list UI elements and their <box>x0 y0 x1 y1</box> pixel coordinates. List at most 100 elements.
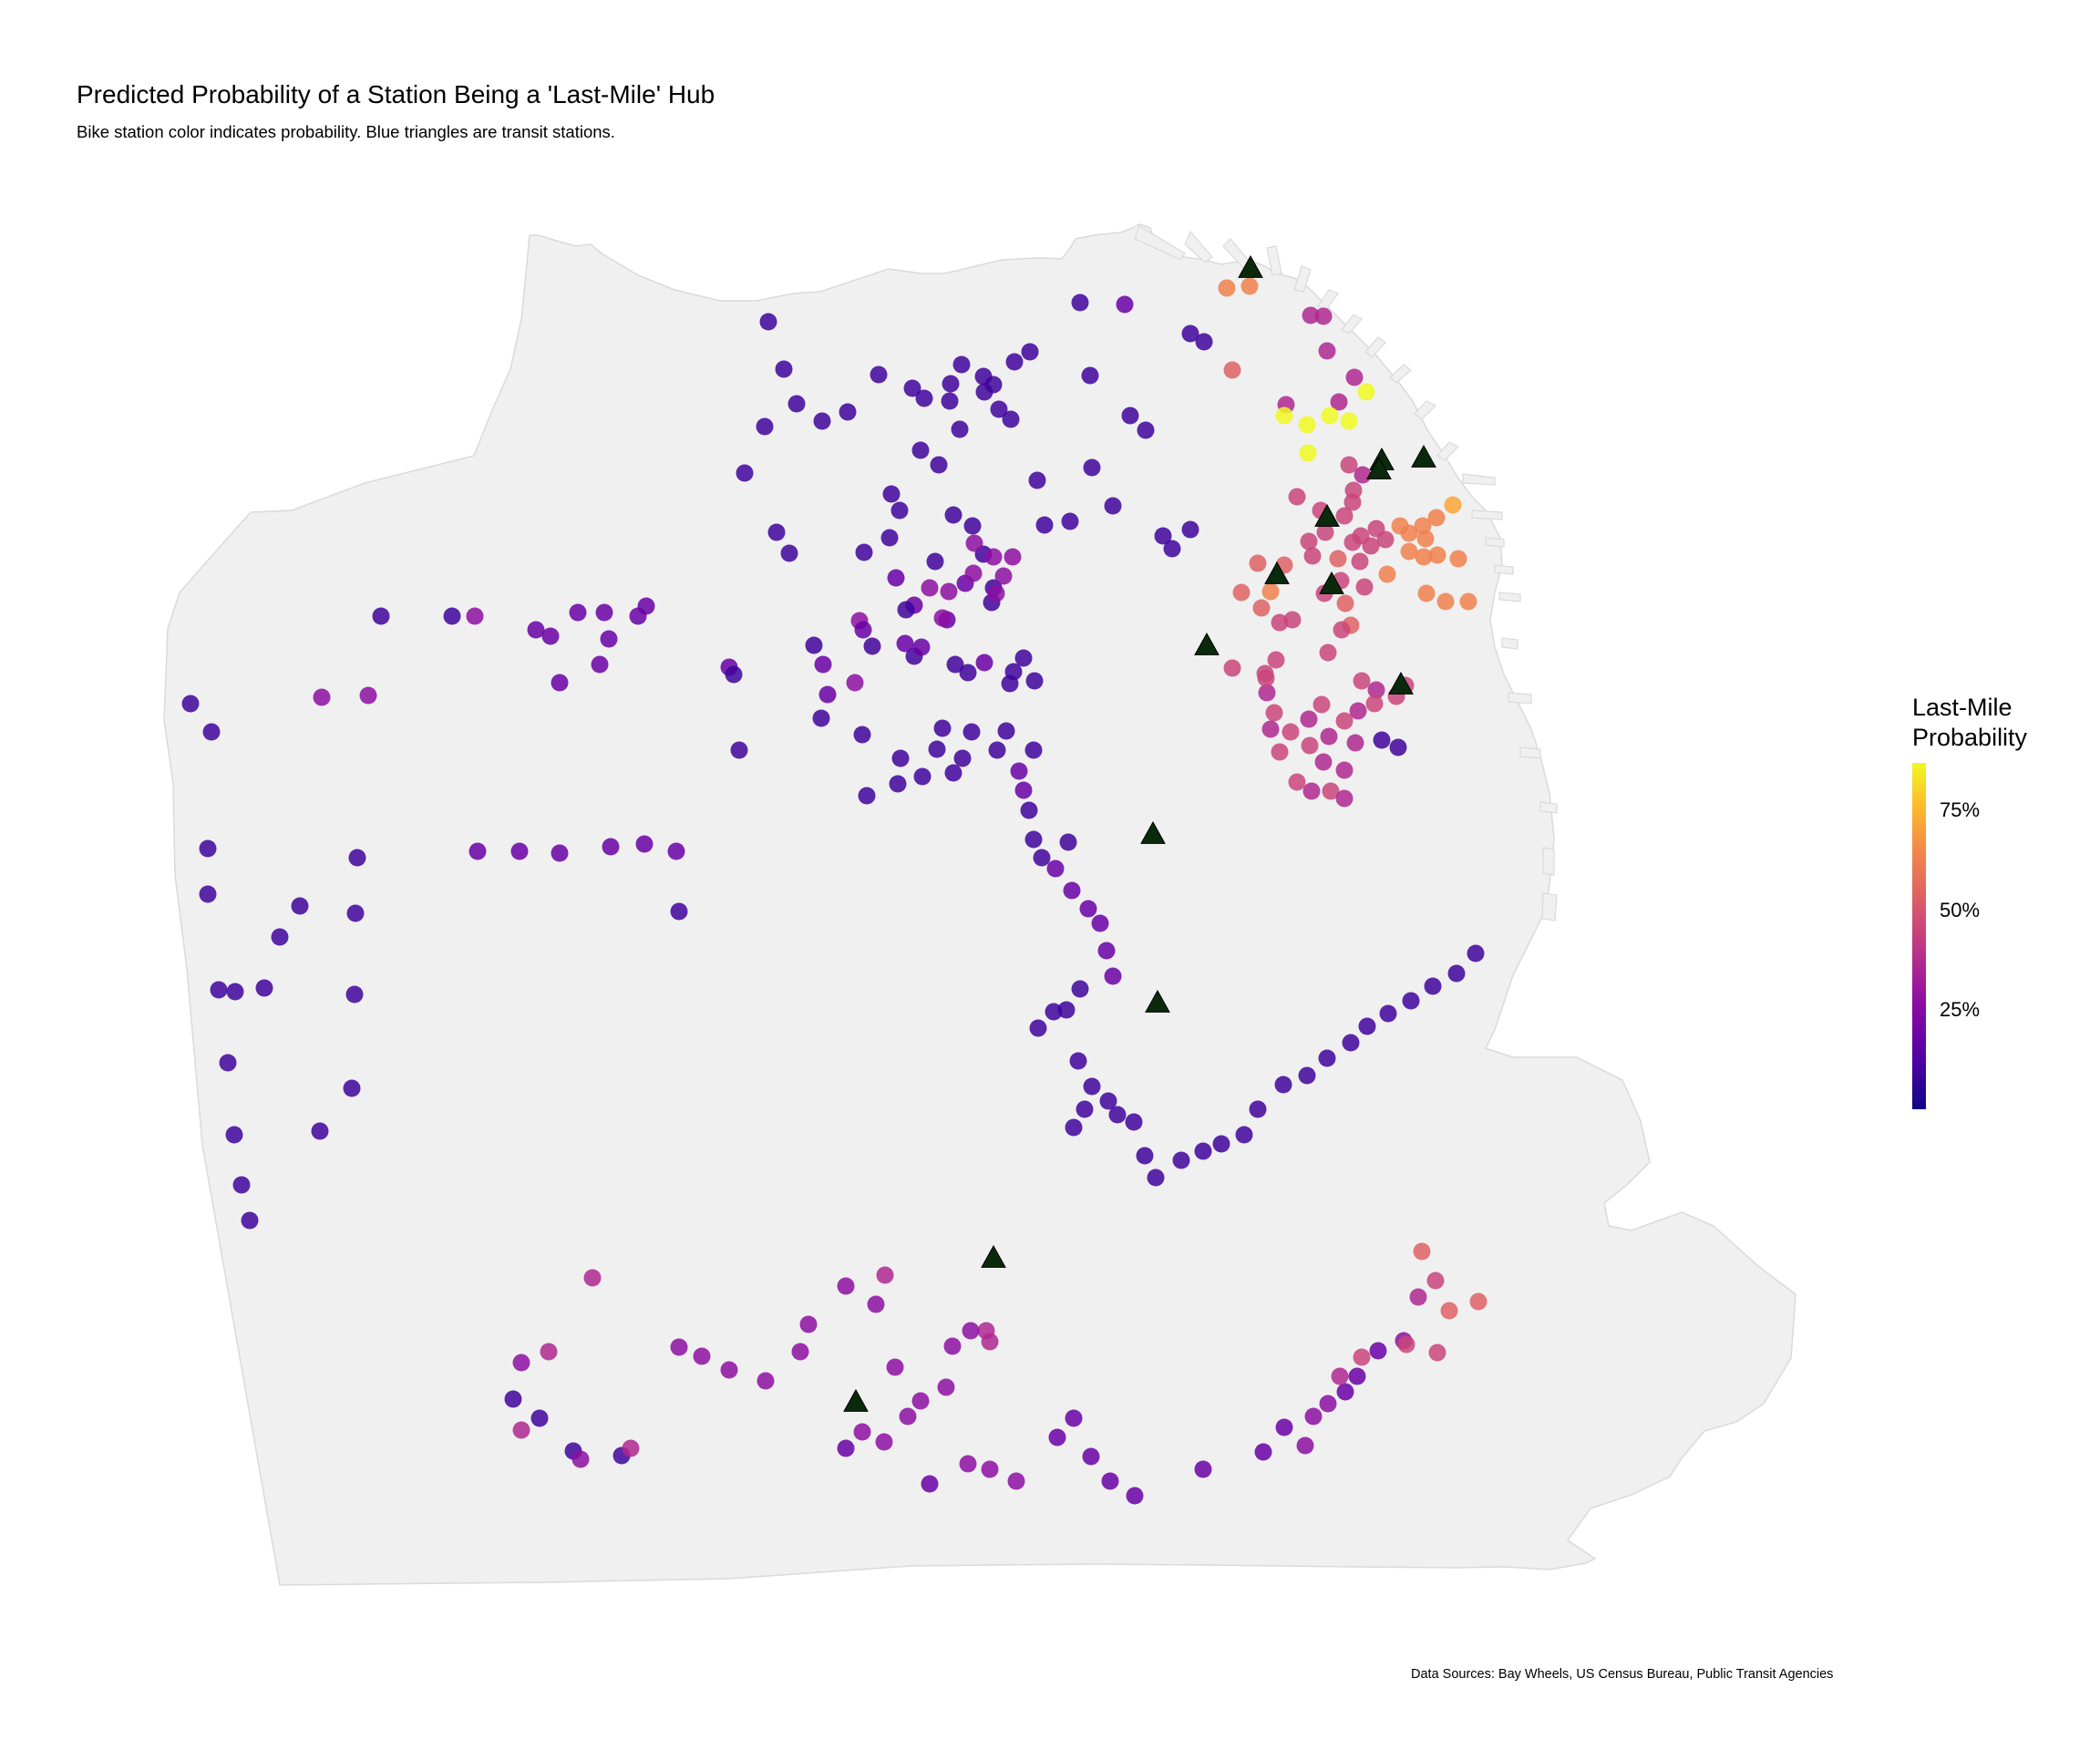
bike-station-point <box>1065 1118 1083 1137</box>
bike-station-point <box>858 787 876 805</box>
bike-station-point <box>1312 695 1331 714</box>
legend-tick-mark <box>1926 1009 1931 1011</box>
bike-station-point <box>1101 1472 1119 1490</box>
bike-station-point <box>1116 295 1134 314</box>
bike-station-point <box>1400 524 1418 542</box>
bike-station-point <box>1002 410 1020 428</box>
bike-station-point <box>791 1343 809 1361</box>
bike-station-point <box>1416 530 1435 548</box>
bike-station-point <box>1444 496 1462 514</box>
bike-station-point <box>1345 368 1364 386</box>
bike-station-point <box>1298 416 1316 434</box>
bike-station-point <box>1235 1126 1253 1144</box>
bike-station-point <box>964 564 983 582</box>
bike-station-point <box>930 456 948 474</box>
bike-station-point <box>1288 773 1306 791</box>
bike-station-point <box>853 726 871 744</box>
bike-station-point <box>1316 523 1334 541</box>
bike-station-point <box>1258 684 1276 702</box>
bike-station-point <box>1071 293 1089 312</box>
bike-station-point <box>670 902 688 921</box>
bike-station-point <box>1369 1342 1387 1360</box>
bike-station-point <box>667 842 685 860</box>
bike-station-point <box>510 842 529 860</box>
bike-station-point <box>1365 695 1384 713</box>
bike-station-point <box>759 313 777 331</box>
bike-station-point <box>839 403 857 421</box>
bike-station-point <box>1275 1418 1293 1436</box>
bike-station-point <box>1014 781 1033 799</box>
bike-station-point <box>1079 900 1097 918</box>
bike-station-point <box>1275 407 1293 425</box>
bike-station-point <box>1348 1367 1366 1385</box>
bike-station-point <box>1299 444 1317 462</box>
bike-station-point <box>984 548 1003 566</box>
transit-station-marker <box>1388 671 1414 695</box>
bike-station-point <box>1314 753 1333 771</box>
bike-station-point <box>1194 1460 1212 1478</box>
bike-station-point <box>1376 530 1395 549</box>
bike-station-point <box>775 360 793 378</box>
bike-station-point <box>1322 782 1340 800</box>
bike-station-point <box>1357 383 1375 401</box>
bike-station-point <box>1218 279 1236 297</box>
bike-station-point <box>1069 1052 1087 1070</box>
bike-station-point <box>1319 1395 1337 1413</box>
bike-station-point <box>890 501 909 520</box>
bike-station-point <box>1283 611 1302 629</box>
bike-station-point <box>887 569 905 587</box>
bike-station-point <box>962 723 981 741</box>
bike-station-point <box>725 665 743 684</box>
bike-station-point <box>854 621 872 639</box>
bike-station-point <box>359 686 377 705</box>
bike-station-point <box>799 1315 818 1333</box>
bike-station-point <box>1271 743 1289 761</box>
bike-station-point <box>981 1460 999 1478</box>
bike-station-point <box>1071 980 1089 998</box>
bike-station-point <box>1358 1017 1376 1035</box>
bike-station-point <box>994 567 1013 585</box>
bike-station-point <box>899 1407 917 1426</box>
bike-station-point <box>1223 659 1241 677</box>
bike-station-point <box>1426 1271 1445 1290</box>
bike-station-point <box>1005 353 1024 371</box>
bike-station-point <box>889 775 907 793</box>
bike-station-point <box>1024 741 1043 759</box>
bike-station-point <box>813 412 831 430</box>
bike-station-point <box>1301 736 1319 755</box>
bike-station-point <box>987 584 1005 602</box>
bike-station-point <box>837 1439 855 1457</box>
bike-station-point <box>1257 669 1275 687</box>
bike-station-point <box>1240 277 1259 295</box>
bike-station-point <box>1300 710 1318 728</box>
bike-station-point <box>1045 1003 1063 1021</box>
transit-stations <box>843 254 1436 1412</box>
bike-station-point <box>855 543 873 561</box>
bike-station-point <box>912 638 931 656</box>
bike-station-point <box>1353 1348 1371 1366</box>
bike-station-point <box>1004 663 1023 681</box>
bike-station-point <box>1459 592 1477 611</box>
bike-station-point <box>1343 493 1362 511</box>
bike-station-point <box>527 621 545 639</box>
bike-station-point <box>1378 565 1396 583</box>
bike-station-point <box>1300 532 1318 551</box>
bike-station-point <box>921 1475 939 1493</box>
bike-station-point <box>1261 582 1280 601</box>
bike-station-point <box>569 603 587 622</box>
bike-station-point <box>911 441 930 459</box>
bike-station-point <box>311 1122 329 1140</box>
bike-station-point <box>1349 702 1367 720</box>
bike-station-point <box>591 655 609 674</box>
bike-station-point <box>928 740 946 758</box>
city-land-area <box>163 223 1796 1586</box>
bike-station-point <box>1413 1242 1431 1261</box>
bike-station-point <box>1097 942 1116 960</box>
bike-station-point <box>1373 731 1391 749</box>
bike-station-point <box>720 1361 738 1379</box>
bike-station-point <box>1304 1407 1323 1426</box>
bike-station-point <box>1194 1142 1212 1160</box>
bike-station-point <box>953 749 972 767</box>
bike-station-point <box>346 904 365 922</box>
bike-station-point <box>959 1455 977 1473</box>
